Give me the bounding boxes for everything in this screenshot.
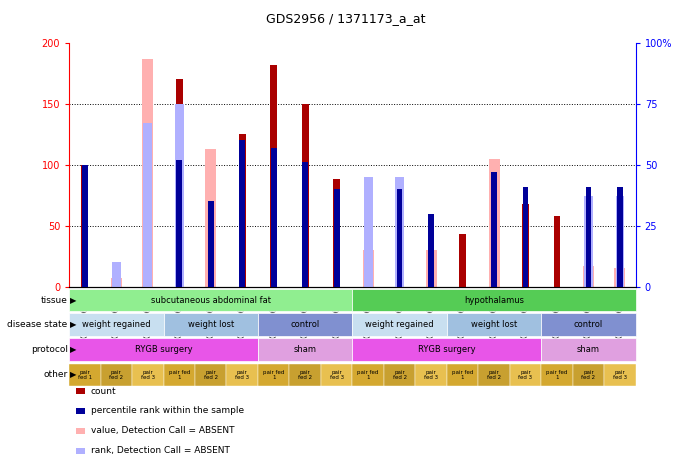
Text: control: control — [574, 320, 603, 329]
Bar — [395, 177, 404, 287]
Text: sham: sham — [577, 345, 600, 354]
Text: RYGB surgery: RYGB surgery — [418, 345, 475, 354]
Bar — [522, 187, 529, 287]
Bar — [302, 104, 309, 287]
Text: ▶: ▶ — [70, 320, 76, 329]
Bar — [208, 201, 214, 287]
Bar — [396, 226, 403, 287]
Bar — [553, 216, 560, 287]
Bar — [428, 213, 434, 287]
Bar — [175, 104, 184, 287]
Bar — [176, 79, 182, 287]
Text: pair fed
1: pair fed 1 — [547, 370, 568, 380]
Bar — [82, 165, 88, 287]
Text: ▶: ▶ — [70, 371, 76, 379]
Bar — [397, 189, 402, 287]
Bar — [303, 162, 308, 287]
Text: subcutaneous abdominal fat: subcutaneous abdominal fat — [151, 296, 271, 304]
Bar — [271, 147, 276, 287]
Text: ▶: ▶ — [70, 296, 76, 304]
Text: pair
fed 2: pair fed 2 — [487, 370, 501, 380]
Text: pair fed
1: pair fed 1 — [452, 370, 473, 380]
Bar — [270, 64, 277, 287]
Text: pair
fed 2: pair fed 2 — [204, 370, 218, 380]
Bar — [205, 149, 216, 287]
Text: weight regained: weight regained — [366, 320, 434, 329]
Text: pair
fed 3: pair fed 3 — [518, 370, 533, 380]
Text: GDS2956 / 1371173_a_at: GDS2956 / 1371173_a_at — [266, 12, 425, 25]
Text: value, Detection Call = ABSENT: value, Detection Call = ABSENT — [91, 427, 234, 435]
Bar — [583, 266, 594, 287]
Text: other: other — [44, 371, 68, 379]
Bar — [614, 268, 625, 287]
Text: pair
fed 3: pair fed 3 — [613, 370, 627, 380]
Text: sham: sham — [294, 345, 316, 354]
Text: pair
fed 1: pair fed 1 — [78, 370, 92, 380]
Text: pair
fed 3: pair fed 3 — [330, 370, 343, 380]
Bar — [459, 234, 466, 287]
Bar — [142, 58, 153, 287]
Text: pair
fed 3: pair fed 3 — [141, 370, 155, 380]
Text: pair
fed 2: pair fed 2 — [109, 370, 124, 380]
Text: pair fed
1: pair fed 1 — [357, 370, 379, 380]
Text: control: control — [291, 320, 320, 329]
Bar — [489, 159, 500, 287]
Text: pair
fed 3: pair fed 3 — [235, 370, 249, 380]
Bar — [111, 278, 122, 287]
Bar — [239, 140, 245, 287]
Text: ▶: ▶ — [70, 345, 76, 354]
Text: pair fed
1: pair fed 1 — [169, 370, 190, 380]
Text: percentile rank within the sample: percentile rank within the sample — [91, 407, 244, 415]
Bar — [426, 250, 437, 287]
Bar — [239, 134, 246, 287]
Bar — [363, 250, 374, 287]
Bar — [112, 263, 121, 287]
Text: pair
fed 2: pair fed 2 — [392, 370, 407, 380]
Bar — [144, 123, 152, 287]
Bar — [333, 179, 340, 287]
Text: pair
fed 3: pair fed 3 — [424, 370, 438, 380]
Bar — [584, 196, 593, 287]
Text: tissue: tissue — [41, 296, 68, 304]
Text: pair
fed 2: pair fed 2 — [581, 370, 596, 380]
Bar — [586, 187, 591, 287]
Text: pair fed
1: pair fed 1 — [263, 370, 285, 380]
Bar — [522, 204, 529, 287]
Text: hypothalamus: hypothalamus — [464, 296, 524, 304]
Bar — [82, 165, 88, 287]
Text: weight lost: weight lost — [188, 320, 234, 329]
Text: rank, Detection Call = ABSENT: rank, Detection Call = ABSENT — [91, 447, 229, 455]
Text: count: count — [91, 387, 116, 395]
Bar — [334, 189, 339, 287]
Text: weight regained: weight regained — [82, 320, 151, 329]
Bar — [617, 187, 623, 287]
Bar — [363, 177, 372, 287]
Text: disease state: disease state — [8, 320, 68, 329]
Bar — [491, 172, 497, 287]
Bar — [616, 196, 625, 287]
Text: weight lost: weight lost — [471, 320, 517, 329]
Text: protocol: protocol — [30, 345, 68, 354]
Text: pair
fed 2: pair fed 2 — [298, 370, 312, 380]
Text: RYGB surgery: RYGB surgery — [135, 345, 192, 354]
Bar — [176, 160, 182, 287]
